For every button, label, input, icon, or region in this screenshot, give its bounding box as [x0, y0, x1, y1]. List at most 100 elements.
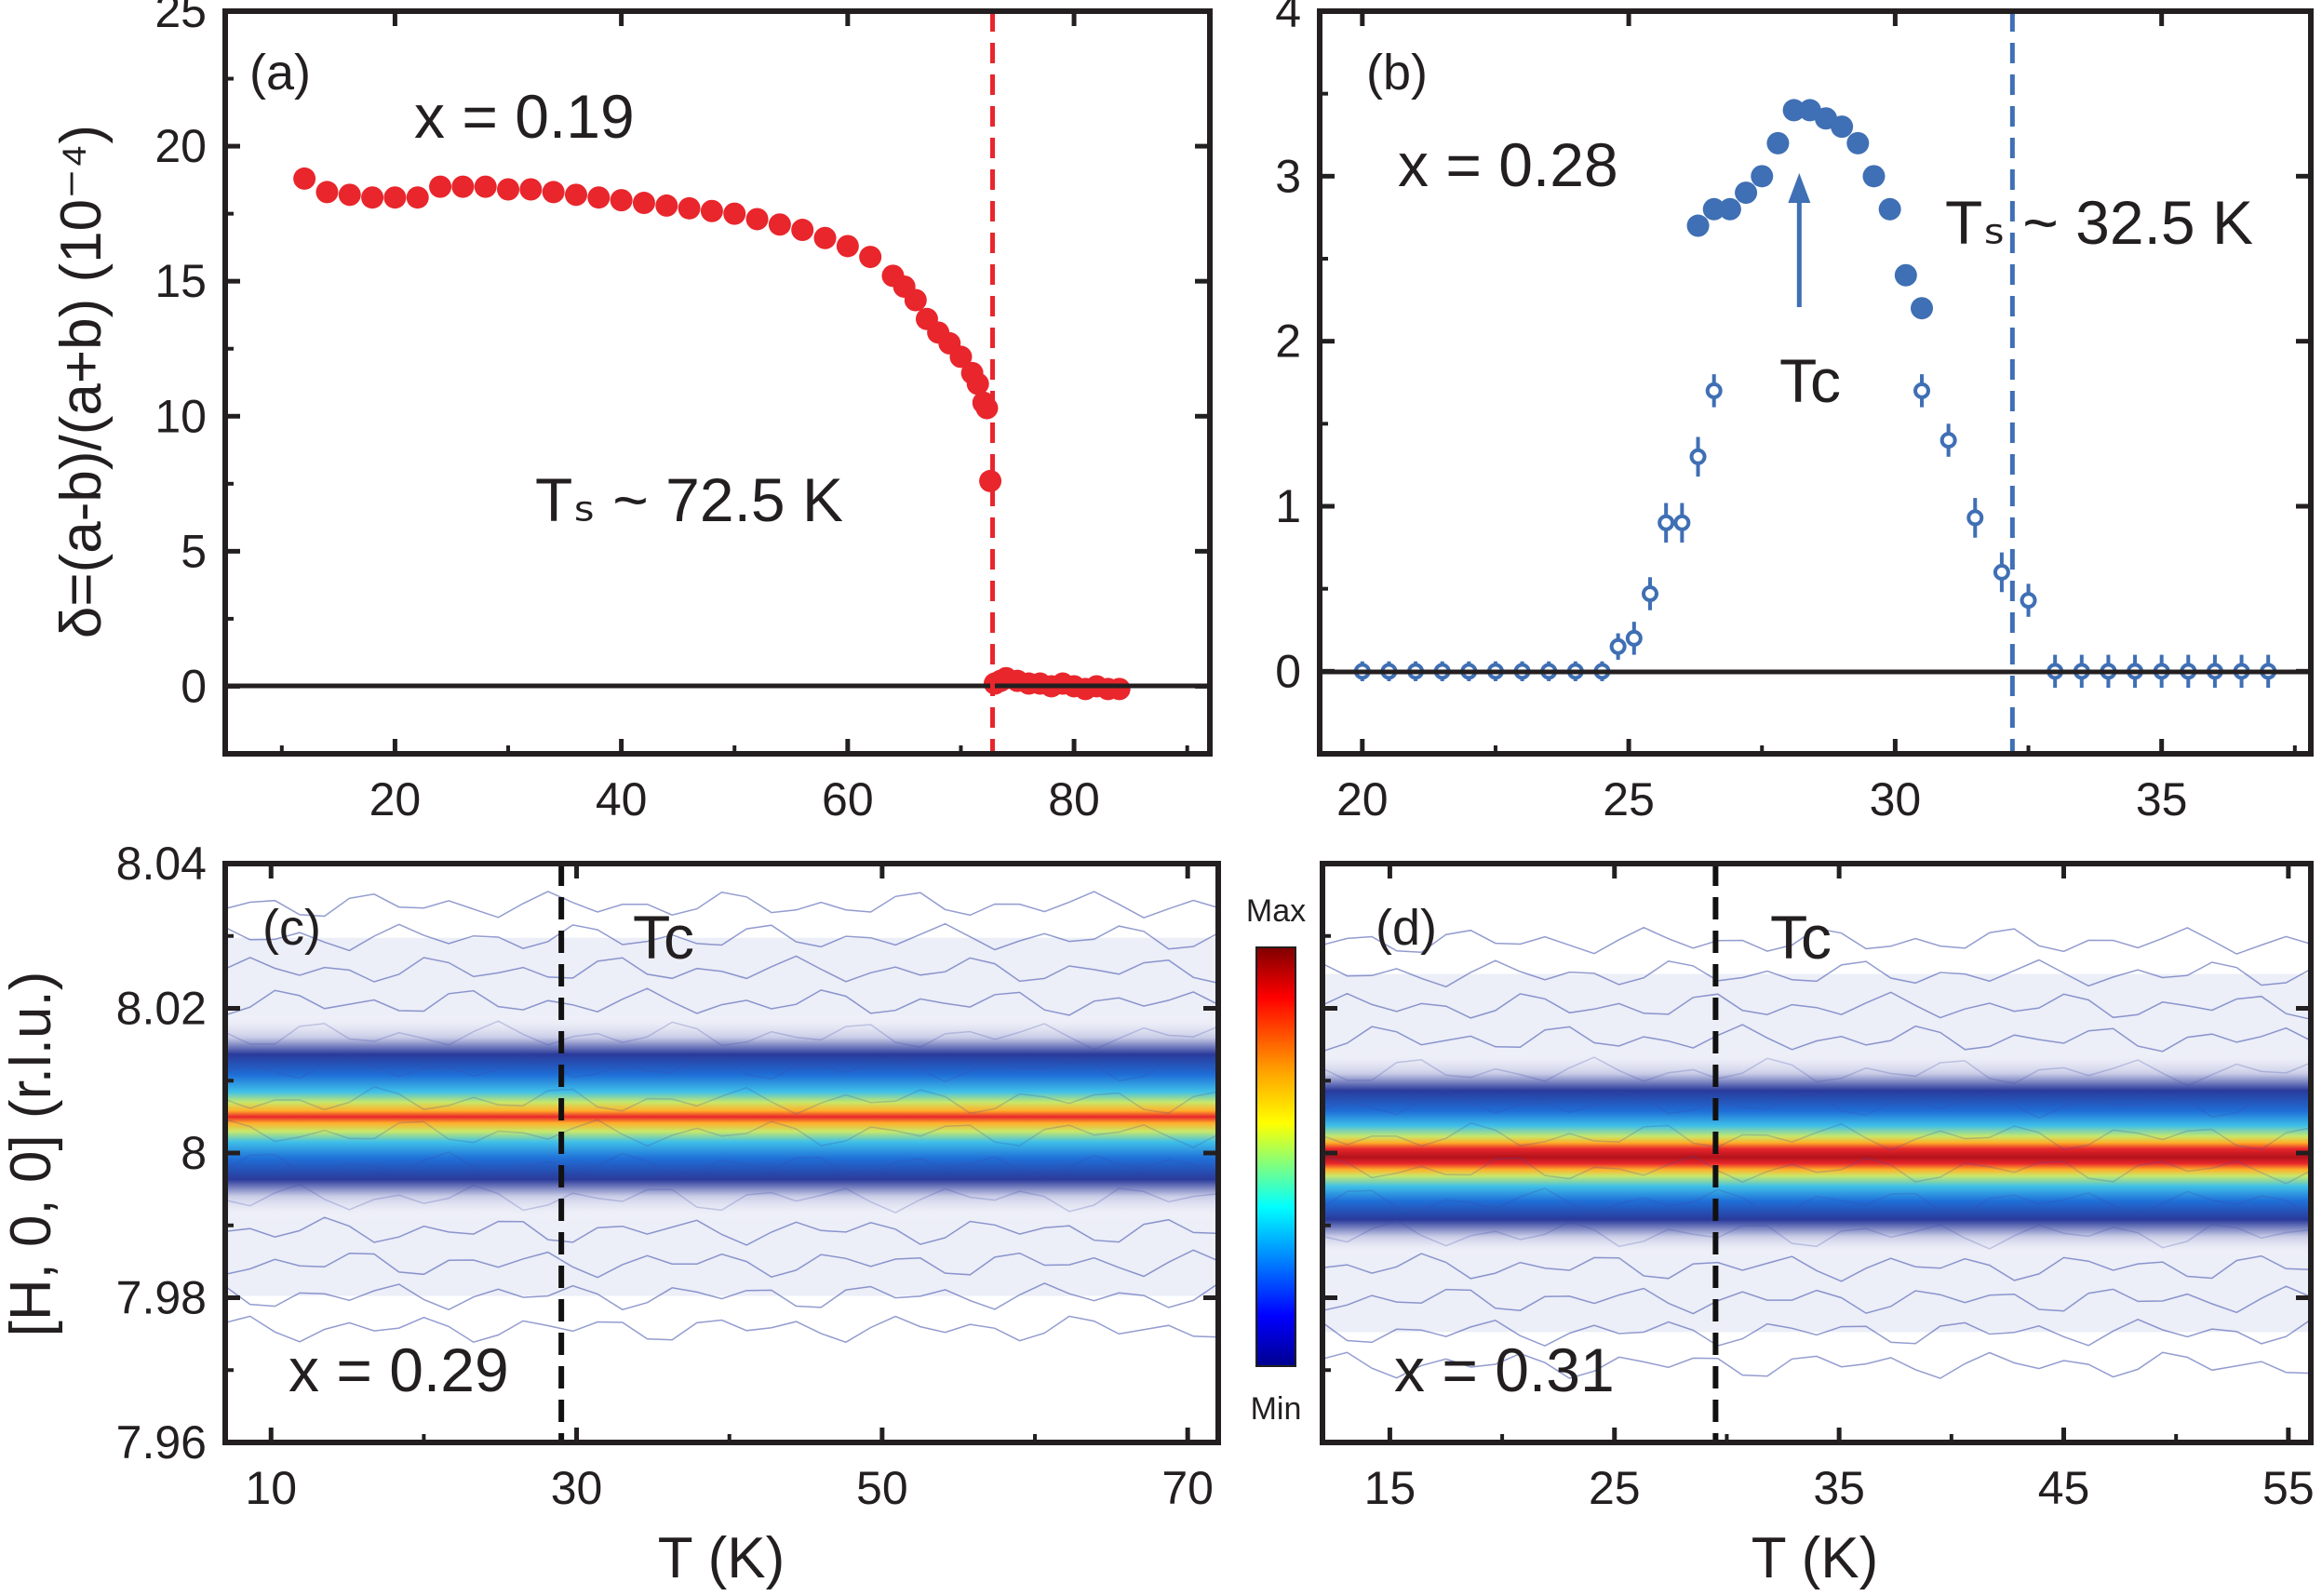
a-point-50: [1107, 677, 1131, 701]
a-point-22: [791, 219, 814, 242]
c-ytick-label-1: 7.98: [116, 1272, 207, 1324]
b-filled-point-6: [1782, 99, 1805, 122]
c-xtick-label-1: 30: [551, 1462, 603, 1514]
b-open-point-14: [1673, 514, 1691, 531]
a-ytick-label-3: 15: [154, 255, 207, 307]
a-ytick-label-5: 25: [154, 0, 207, 37]
a-ts-annotation: Tₛ ~ 72.5 K: [535, 465, 843, 534]
c-heatmap-layer: [224, 891, 1219, 1344]
b-xtick-label-3: 35: [2136, 773, 2188, 825]
b-open-point-13: [1658, 514, 1675, 531]
panel-b: 20 25 30 35 0 1 2 3 4 (b) x = 0.28 Tₛ ~ 32.5 K T…: [1275, 0, 2314, 825]
b-open-point-22: [1993, 563, 2010, 581]
d-contour-1: [1322, 1318, 2312, 1348]
d-contour-6: [1322, 1154, 2312, 1185]
b-tc-annotation: Tc: [1779, 346, 1841, 415]
b-ytick-label-0: 0: [1275, 645, 1301, 697]
b-open-point-10: [1609, 637, 1627, 655]
d-heatmap-layer: [1322, 926, 2312, 1379]
c-panel-label: (c): [262, 900, 321, 956]
a-point-37: [979, 469, 1002, 492]
b-filled-point-11: [1862, 165, 1886, 188]
b-open-point-20: [1939, 432, 1957, 449]
b-ytick-label-4: 4: [1275, 0, 1301, 37]
c-xtick-label-3: 70: [1161, 1462, 1214, 1514]
a-plot-frame: [222, 8, 1213, 757]
c-ytick-label-4: 8.04: [116, 838, 207, 890]
panel-c: 10 30 50 70 7.96 7.98 8 8.02 8.04 (c) Tc x = 0.2…: [0, 838, 1221, 1590]
a-ytick-label-0: 0: [181, 660, 207, 712]
a-point-13: [587, 186, 611, 209]
a-panel-label: (a): [249, 45, 311, 101]
d-contour-11: [1322, 991, 2312, 1021]
a-ytick-label-2: 10: [154, 390, 207, 442]
b-open-point-11: [1625, 629, 1643, 647]
a-point-14: [610, 189, 633, 212]
b-filled-point-4: [1751, 165, 1774, 188]
d-xtick-label-1: 25: [1589, 1462, 1641, 1514]
d-contour-2: [1322, 1285, 2312, 1315]
c-contour-6: [224, 1119, 1219, 1148]
a-point-32: [949, 345, 973, 369]
c-ytick-label-2: 8: [181, 1127, 207, 1179]
b-x-annotation: x = 0.28: [1398, 130, 1618, 199]
a-point-34: [966, 372, 989, 396]
d-x-axis-label: T (K): [1752, 1526, 1879, 1590]
d-panel-label: (d): [1376, 900, 1437, 956]
a-xtick-label-1: 40: [596, 773, 648, 825]
a-xtick-label-3: 80: [1048, 773, 1100, 825]
b-ytick-label-2: 2: [1275, 315, 1301, 368]
b-xtick-label-2: 30: [1870, 773, 1922, 825]
a-x-annotation: x = 0.19: [414, 82, 635, 151]
d-intensity-band: [1322, 1049, 2311, 1257]
a-point-17: [678, 196, 701, 220]
c-y-axis-label: [H, 0, 0] (r.l.u.): [0, 972, 63, 1337]
a-point-28: [904, 288, 927, 312]
b-filled-point-0: [1686, 214, 1710, 237]
a-point-25: [859, 246, 882, 269]
d-contour-7: [1322, 1121, 2312, 1151]
b-filled-point-12: [1878, 197, 1901, 221]
d-xtick-label-0: 15: [1364, 1462, 1416, 1514]
a-point-21: [768, 213, 791, 236]
d-contour-12: [1322, 959, 2312, 988]
c-ytick-label-3: 8.02: [116, 983, 207, 1035]
a-point-2: [338, 183, 361, 207]
b-open-point-23: [2020, 592, 2037, 610]
c-ticks: 10 30 50 70 7.96 7.98 8 8.02 8.04: [116, 838, 1218, 1514]
c-contour-13: [224, 891, 1219, 919]
d-contour-8: [1322, 1089, 2312, 1120]
a-point-4: [383, 186, 407, 209]
a-xtick-label-0: 20: [369, 773, 422, 825]
panel-a: 20 40 60 80 0 5 10 15 20 25 (a) x = 0.19 Tₛ ~ 72.…: [49, 0, 1213, 825]
c-contour-11: [224, 955, 1219, 985]
b-xtick-label-0: 20: [1336, 773, 1389, 825]
c-contour-2: [224, 1249, 1219, 1279]
b-tc-arrowhead: [1788, 173, 1811, 203]
b-data-layer: [1353, 99, 2277, 689]
d-tc-annotation: Tc: [1770, 903, 1832, 972]
c-contour-8: [224, 1053, 1219, 1083]
b-ytick-label-1: 1: [1275, 480, 1301, 532]
d-contour-9: [1322, 1056, 2312, 1087]
a-point-3: [361, 186, 384, 209]
d-ticks: 15 25 35 45 55: [1322, 861, 2315, 1514]
c-x-axis-label: T (K): [658, 1526, 785, 1590]
a-ytick-label-4: 20: [154, 120, 207, 172]
a-point-19: [723, 202, 746, 225]
b-open-point-12: [1642, 584, 1658, 602]
a-point-9: [497, 178, 520, 201]
a-point-11: [542, 181, 565, 204]
b-ytick-label-3: 3: [1275, 150, 1301, 202]
a-point-6: [429, 175, 452, 198]
c-contour-3: [224, 1216, 1219, 1246]
a-xtick-label-2: 60: [822, 773, 874, 825]
b-filled-point-1: [1702, 197, 1725, 221]
d-contour-5: [1322, 1187, 2312, 1217]
c-contour-5: [224, 1151, 1219, 1181]
a-point-23: [813, 226, 837, 249]
d-xtick-label-4: 55: [2262, 1462, 2315, 1514]
b-filled-point-13: [1894, 263, 1917, 287]
a-point-12: [564, 183, 587, 207]
colorbar-min-label: Min: [1251, 1391, 1302, 1427]
